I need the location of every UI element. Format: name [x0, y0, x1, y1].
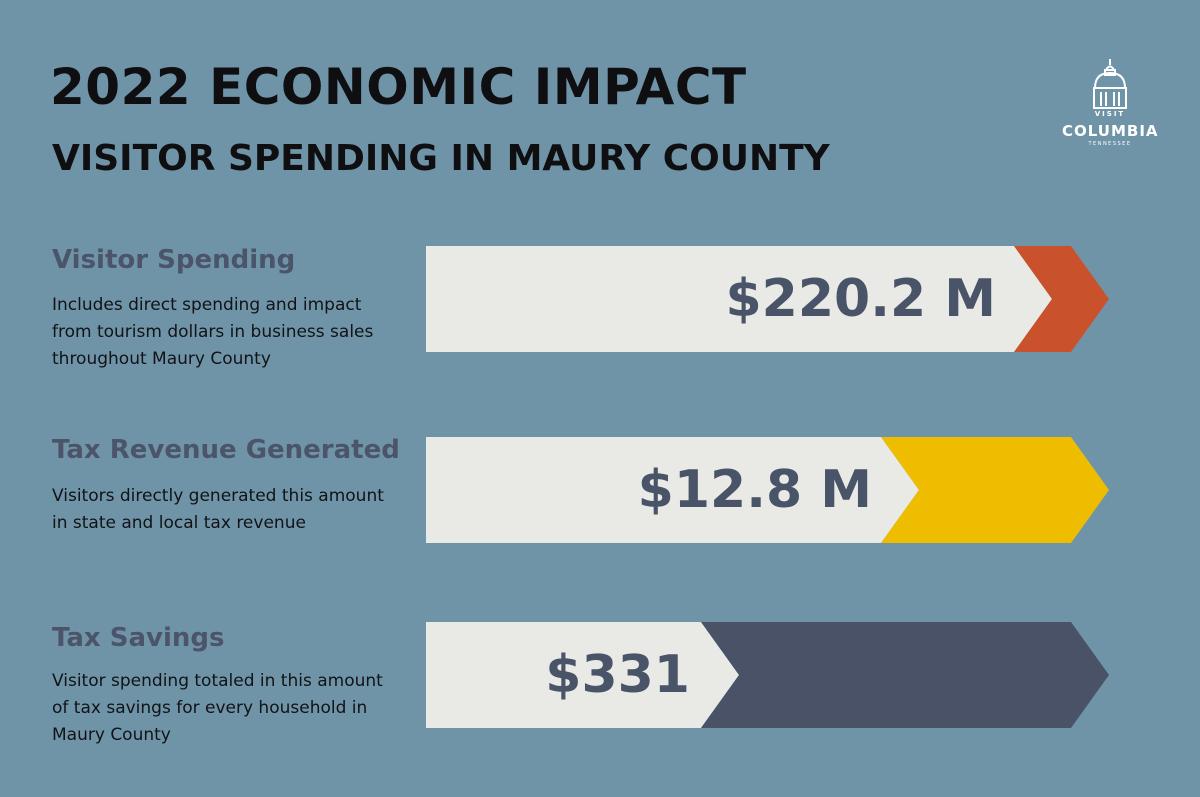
logo-name-text: COLUMBIA [1062, 122, 1159, 140]
courthouse-dome-icon [1093, 59, 1127, 109]
metric-bar-visitor-spending: $220.2 M [426, 246, 1116, 352]
logo-state-text: TENNESSEE [1088, 141, 1132, 147]
bar-background [426, 246, 1052, 352]
metric-label-visitor-spending: Visitor Spending [52, 245, 296, 275]
bar-accent-arrow [1014, 246, 1109, 352]
metric-bar-tax-revenue: $12.8 M [426, 437, 1116, 543]
bar-background [426, 622, 739, 728]
bar-background [426, 437, 919, 543]
metric-description-visitor-spending: Includes direct spending and impact from… [52, 295, 374, 369]
metric-value-tax-revenue: $12.8 M [637, 460, 872, 520]
metric-value-tax-savings: $331 [545, 645, 690, 705]
bar-accent-arrow [701, 622, 1109, 728]
visit-columbia-logo: VISIT COLUMBIA TENNESSEE [1062, 58, 1158, 154]
page-title: 2022 ECONOMIC IMPACT [50, 58, 747, 116]
logo-visit-text: VISIT [1094, 110, 1126, 118]
page-subtitle: VISITOR SPENDING IN MAURY COUNTY [52, 138, 830, 179]
metric-label-tax-revenue: Tax Revenue Generated [52, 435, 400, 465]
metric-description-tax-revenue: Visitors directly generated this amount … [52, 486, 384, 533]
metric-bar-tax-savings: $331 [426, 622, 1116, 728]
metric-label-tax-savings: Tax Savings [52, 623, 225, 653]
bar-accent-arrow [881, 437, 1109, 543]
metric-value-visitor-spending: $220.2 M [725, 269, 996, 329]
metric-description-tax-savings: Visitor spending totaled in this amount … [52, 671, 383, 745]
